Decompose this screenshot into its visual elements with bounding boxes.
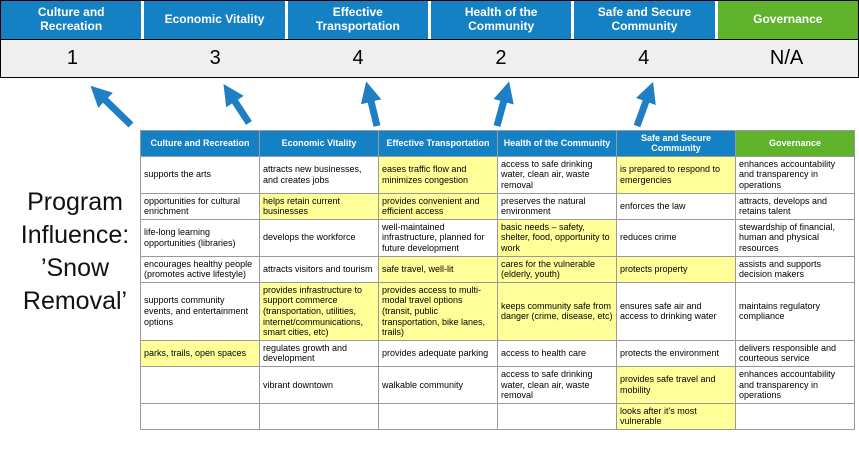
matrix-cell: safe travel, well-lit bbox=[378, 255, 498, 283]
banner-header-4: Safe and Secure Community bbox=[574, 1, 715, 39]
matrix-cell: assists and supports decision makers bbox=[735, 255, 855, 283]
matrix-cell: attracts, develops and retains talent bbox=[735, 192, 855, 220]
matrix-cell: keeps community safe from danger (crime,… bbox=[497, 281, 617, 341]
influence-matrix-table: Culture and Recreation Economic Vitality E… bbox=[140, 130, 855, 431]
banner-header-1: Economic Vitality bbox=[144, 1, 285, 39]
table-row: life-long learning opportunities (librar… bbox=[140, 218, 855, 257]
up-arrow-icon bbox=[633, 81, 656, 128]
score-value-0: 1 bbox=[66, 47, 78, 69]
matrix-cell: ensures safe air and access to drinking … bbox=[616, 281, 736, 341]
matrix-cell: develops the workforce bbox=[259, 218, 379, 257]
matrix-cell: looks after it's most vulnerable bbox=[616, 402, 736, 431]
up-arrow-icon bbox=[90, 85, 134, 128]
score-value-4: 4 bbox=[638, 47, 650, 69]
score-value-2: 4 bbox=[352, 47, 364, 69]
matrix-cell: regulates growth and development bbox=[259, 339, 379, 368]
up-arrow-icon bbox=[493, 81, 514, 127]
score-value-3: 2 bbox=[495, 47, 507, 69]
banner-header-0: Culture and Recreation bbox=[1, 1, 142, 39]
matrix-cell: provides infrastructure to support comme… bbox=[259, 281, 379, 341]
table-row: supports community events, and entertain… bbox=[140, 281, 855, 341]
table-row: parks, trails, open spaces regulates grow… bbox=[140, 339, 855, 368]
banner-header-3: Health of the Community bbox=[430, 1, 572, 39]
matrix-cell: protects property bbox=[616, 255, 736, 283]
table-row: supports the arts attracts new businesses… bbox=[140, 155, 855, 194]
matrix-cell: is prepared to respond to emergencies bbox=[616, 155, 736, 194]
matrix-cell: well-maintained infrastructure, planned … bbox=[378, 218, 498, 257]
matrix-cell: access to health care bbox=[497, 339, 617, 368]
matrix-cell bbox=[140, 402, 260, 431]
up-arrows bbox=[90, 81, 656, 128]
matrix-header-3: Health of the Community bbox=[497, 130, 617, 157]
matrix-body: supports the arts attracts new businesses… bbox=[140, 155, 855, 431]
up-arrow-icon bbox=[223, 84, 252, 125]
matrix-cell: access to safe drinking water, clean air… bbox=[497, 366, 617, 404]
matrix-cell: provides adequate parking bbox=[378, 339, 498, 368]
matrix-cell: opportunities for cultural enrichment bbox=[140, 192, 260, 220]
score-value-5: N/A bbox=[769, 47, 804, 69]
matrix-header-1: Economic Vitality bbox=[259, 130, 379, 157]
matrix-cell: vibrant downtown bbox=[259, 366, 379, 404]
page-title: Program Influence: ’Snow Removal’ bbox=[20, 188, 130, 315]
table-row: encourages healthy people (promotes acti… bbox=[140, 255, 855, 283]
table-row: opportunities for cultural enrichment hel… bbox=[140, 192, 855, 220]
up-arrow-icon bbox=[360, 81, 382, 127]
matrix-cell: access to safe drinking water, clean air… bbox=[497, 155, 617, 194]
matrix-header-4: Safe and Secure Community bbox=[616, 130, 736, 157]
matrix-cell: attracts new businesses, and creates job… bbox=[259, 155, 379, 194]
matrix-cell: preserves the natural environment bbox=[497, 192, 617, 220]
matrix-cell: protects the environment bbox=[616, 339, 736, 368]
matrix-cell bbox=[140, 366, 260, 404]
matrix-cell: delivers responsible and courteous servi… bbox=[735, 339, 855, 368]
matrix-cell: stewardship of financial, human and phys… bbox=[735, 218, 855, 257]
matrix-cell bbox=[735, 402, 855, 431]
score-banner-values: 1 3 4 2 4 N/A bbox=[1, 39, 858, 77]
matrix-cell bbox=[497, 402, 617, 431]
matrix-cell: cares for the vulnerable (elderly, youth… bbox=[497, 255, 617, 283]
matrix-cell: walkable community bbox=[378, 366, 498, 404]
matrix-header-5: Governance bbox=[735, 130, 855, 157]
matrix-cell: supports the arts bbox=[140, 155, 260, 194]
matrix-cell: maintains regulatory compliance bbox=[735, 281, 855, 341]
matrix-cell: basic needs – safety, shelter, food, opp… bbox=[497, 218, 617, 257]
matrix-cell: provides safe travel and mobility bbox=[616, 366, 736, 404]
matrix-cell: enhances accountability and transparency… bbox=[735, 155, 855, 194]
matrix-cell: eases traffic flow and minimizes congest… bbox=[378, 155, 498, 194]
matrix-cell: supports community events, and entertain… bbox=[140, 281, 260, 341]
matrix-cell: parks, trails, open spaces bbox=[140, 339, 260, 368]
matrix-cell: provides access to multi-modal travel op… bbox=[378, 281, 498, 341]
matrix-cell: enforces the law bbox=[616, 192, 736, 220]
banner-header-2: Effective Transportation bbox=[287, 1, 428, 39]
matrix-cell: helps retain current businesses bbox=[259, 192, 379, 220]
matrix-header-0: Culture and Recreation bbox=[140, 130, 260, 157]
score-banner: Culture and Recreation Economic Vitality E… bbox=[0, 0, 859, 78]
matrix-cell: reduces crime bbox=[616, 218, 736, 257]
table-row: looks after it's most vulnerable bbox=[140, 402, 855, 431]
matrix-cell: life-long learning opportunities (librar… bbox=[140, 218, 260, 257]
matrix-cell: provides convenient and efficient access bbox=[378, 192, 498, 220]
matrix-cell: encourages healthy people (promotes acti… bbox=[140, 255, 260, 283]
score-value-1: 3 bbox=[209, 47, 221, 69]
matrix-cell: attracts visitors and tourism bbox=[259, 255, 379, 283]
matrix-header-2: Effective Transportation bbox=[378, 130, 498, 157]
banner-header-5: Governance bbox=[717, 1, 858, 39]
matrix-cell bbox=[259, 402, 379, 431]
matrix-cell bbox=[378, 402, 498, 431]
table-row: vibrant downtown walkable community access… bbox=[140, 366, 855, 404]
matrix-cell: enhances accountability and transparency… bbox=[735, 366, 855, 404]
matrix-header-row: Culture and Recreation Economic Vitality E… bbox=[140, 130, 855, 157]
score-banner-headers: Culture and Recreation Economic Vitality E… bbox=[1, 1, 858, 39]
